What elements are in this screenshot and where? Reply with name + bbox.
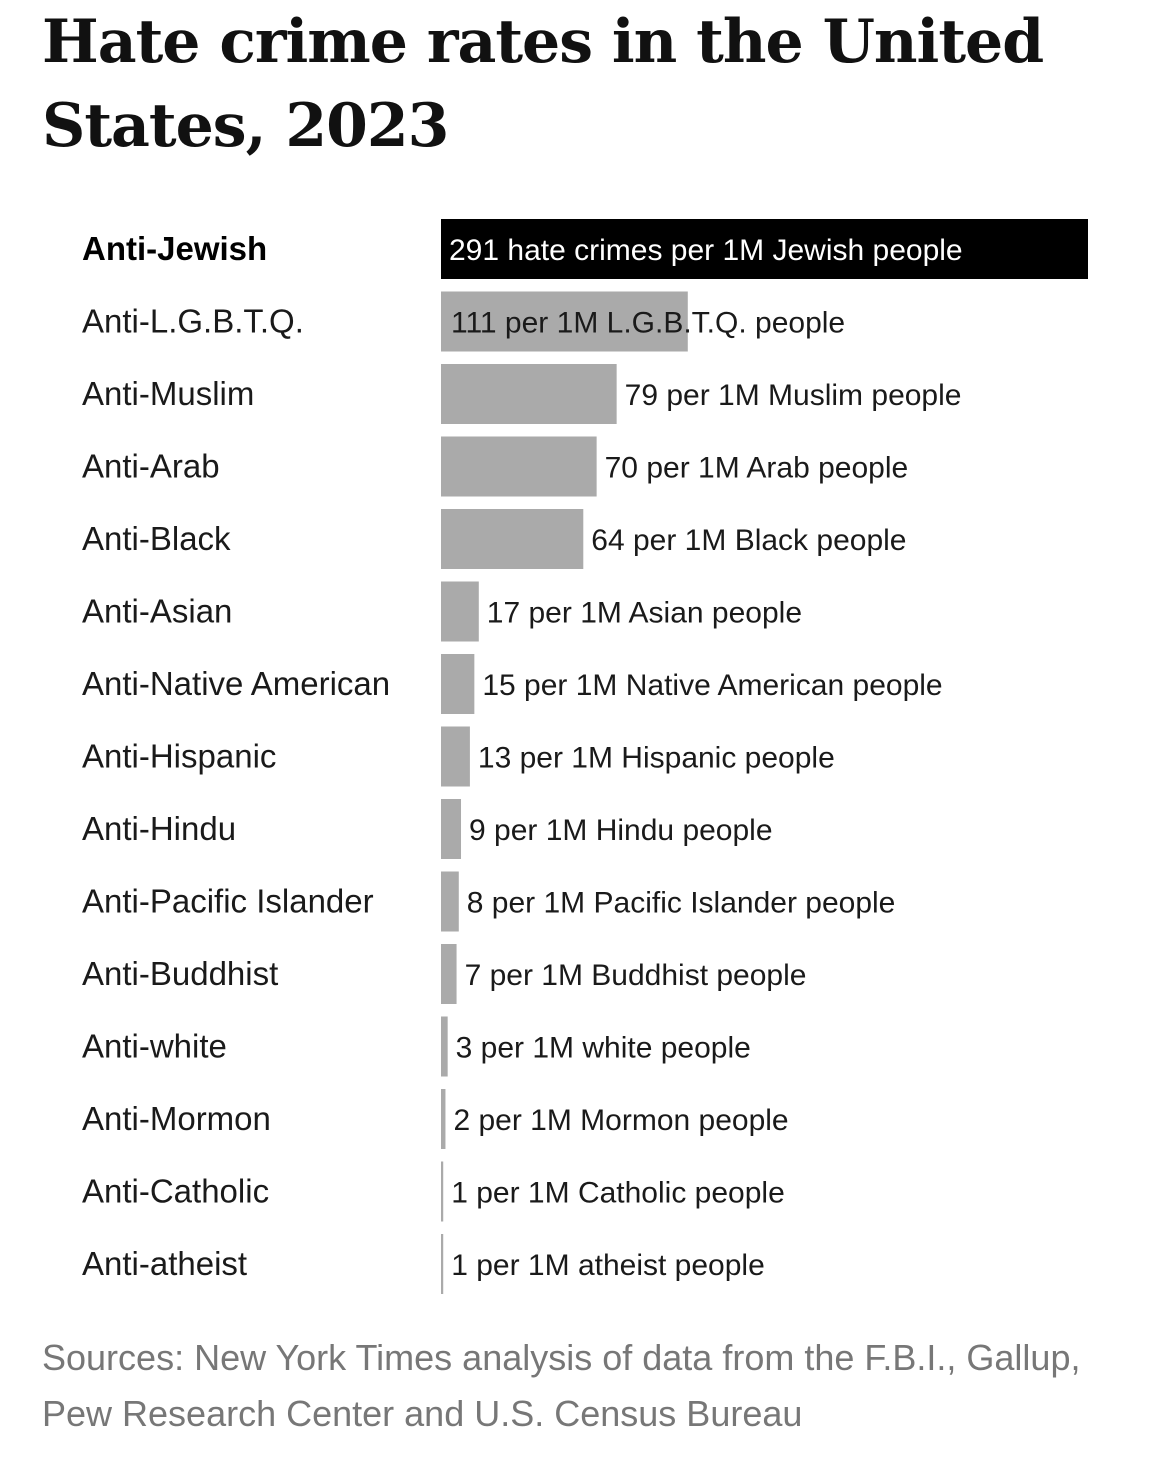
bar-anti-hindu	[441, 799, 462, 859]
bar-chart: Anti-Jewish 291 hate crimes per 1M Jewish…	[82, 219, 1088, 1294]
bar-anti-arab	[441, 436, 597, 497]
data-label-anti-l-g-b-t-q: 111 per 1M L.G.B.T.Q. people	[451, 307, 845, 340]
data-label-anti-asian: 17 per 1M Asian people	[487, 597, 802, 630]
bar-anti-pacific-islander	[441, 871, 459, 932]
category-label-anti-hispanic: Anti-Hispanic	[82, 738, 276, 775]
bar-anti-catholic	[441, 1161, 444, 1222]
category-label-anti-pacific-islander: Anti-Pacific Islander	[82, 883, 374, 920]
category-label-anti-jewish: Anti-Jewish	[82, 230, 267, 267]
data-label-anti-native-american: 15 per 1M Native American people	[482, 669, 942, 702]
data-label-anti-hispanic: 13 per 1M Hispanic people	[478, 742, 835, 775]
bar-anti-muslim	[441, 364, 617, 424]
sources-note: Sources: New York Times analysis of data…	[42, 1337, 1081, 1434]
bar-anti-native-american	[441, 654, 475, 714]
category-label-anti-hindu: Anti-Hindu	[82, 810, 236, 847]
data-label-anti-hindu: 9 per 1M Hindu people	[469, 814, 773, 847]
category-label-anti-atheist: Anti-atheist	[82, 1245, 247, 1282]
data-label-anti-white: 3 per 1M white people	[456, 1032, 751, 1065]
data-label-anti-atheist: 1 per 1M atheist people	[451, 1249, 765, 1282]
bar-anti-white	[441, 1016, 448, 1077]
data-label-anti-buddhist: 7 per 1M Buddhist people	[465, 959, 807, 992]
bar-anti-black	[441, 509, 584, 569]
bar-anti-hispanic	[441, 726, 470, 787]
bar-anti-jewish	[441, 219, 1088, 279]
category-label-anti-white: Anti-white	[82, 1028, 227, 1065]
category-label-anti-black: Anti-Black	[82, 520, 231, 557]
data-label-anti-mormon: 2 per 1M Mormon people	[453, 1104, 788, 1137]
bar-anti-l-g-b-t-q	[441, 291, 688, 352]
data-label-anti-black: 64 per 1M Black people	[591, 524, 906, 557]
category-label-anti-catholic: Anti-Catholic	[82, 1173, 269, 1210]
category-label-anti-asian: Anti-Asian	[82, 593, 232, 630]
bar-anti-asian	[441, 581, 479, 642]
category-label-anti-l-g-b-t-q: Anti-L.G.B.T.Q.	[82, 303, 304, 340]
category-label-anti-native-american: Anti-Native American	[82, 665, 390, 702]
category-label-anti-muslim: Anti-Muslim	[82, 375, 254, 412]
data-label-anti-jewish: 291 hate crimes per 1M Jewish people	[449, 234, 963, 267]
data-label-anti-arab: 70 per 1M Arab people	[605, 452, 909, 485]
bar-anti-atheist	[441, 1234, 444, 1294]
category-label-anti-arab: Anti-Arab	[82, 448, 220, 485]
data-label-anti-catholic: 1 per 1M Catholic people	[451, 1177, 785, 1210]
chart-title: Hate crime rates in the United States, 2…	[42, 7, 1044, 161]
category-label-anti-mormon: Anti-Mormon	[82, 1100, 271, 1137]
bar-anti-mormon	[441, 1089, 446, 1149]
data-label-anti-muslim: 79 per 1M Muslim people	[625, 379, 962, 412]
bar-anti-buddhist	[441, 944, 457, 1004]
category-label-anti-buddhist: Anti-Buddhist	[82, 955, 278, 992]
data-label-anti-pacific-islander: 8 per 1M Pacific Islander people	[467, 887, 896, 920]
